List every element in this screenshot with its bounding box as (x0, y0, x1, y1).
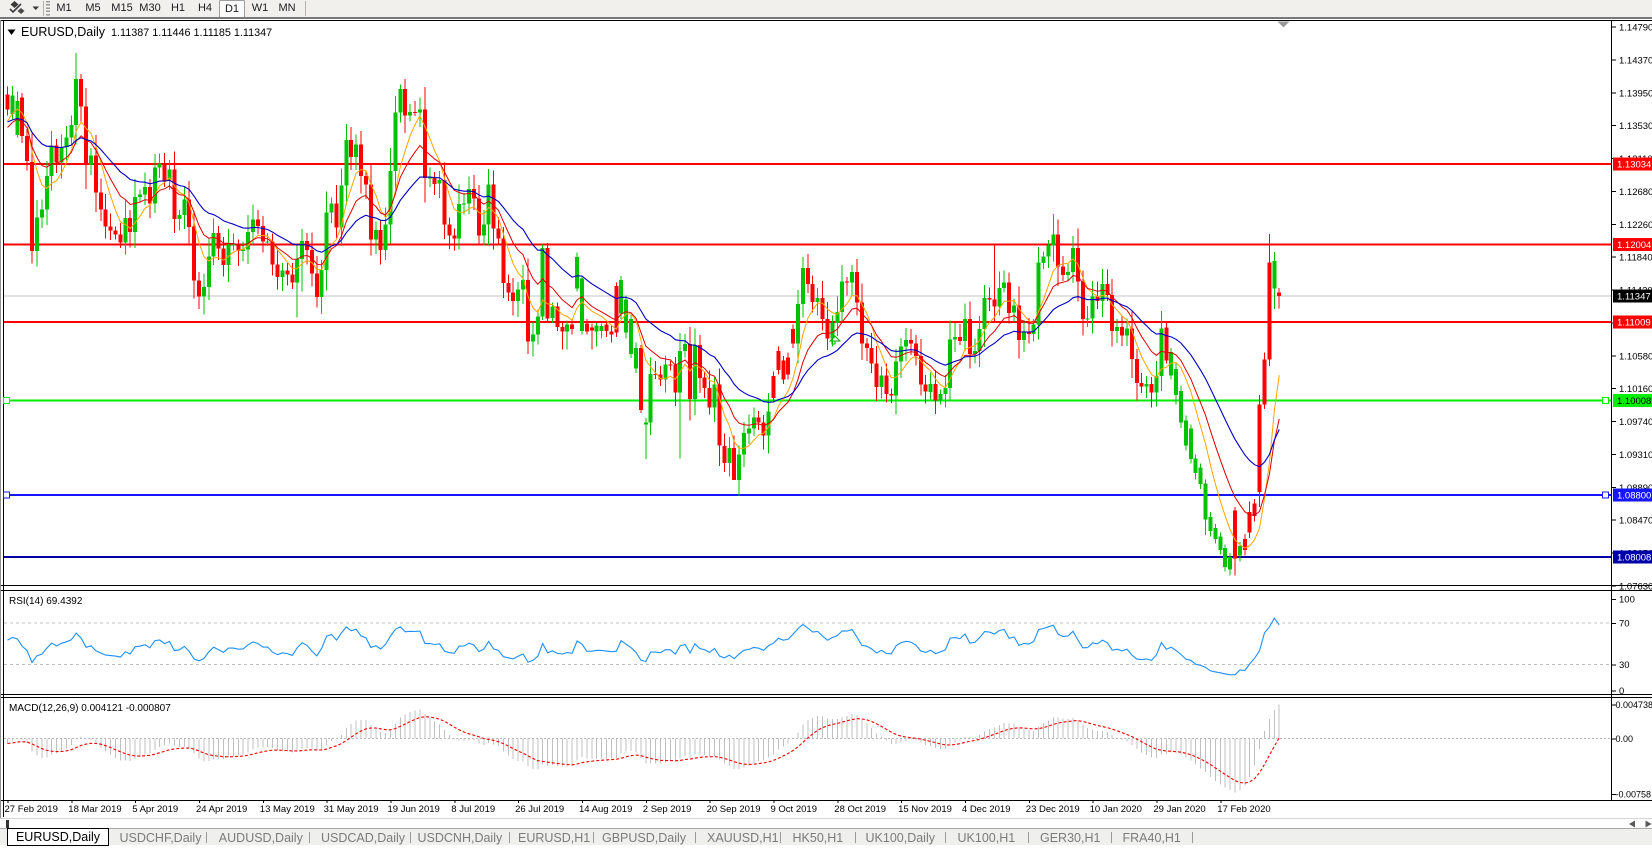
svg-text:15 Nov 2019: 15 Nov 2019 (898, 804, 952, 815)
svg-text:-0.00758: -0.00758 (1616, 790, 1652, 800)
svg-text:1.12260: 1.12260 (1619, 220, 1652, 231)
svg-text:20 Sep 2019: 20 Sep 2019 (707, 804, 761, 815)
svg-text:1.11347: 1.11347 (1617, 291, 1651, 302)
svg-text:1.12680: 1.12680 (1619, 187, 1652, 198)
svg-text:1.13034: 1.13034 (1617, 159, 1651, 170)
svg-text:1.14790: 1.14790 (1619, 23, 1652, 34)
svg-text:14 Aug 2019: 14 Aug 2019 (579, 804, 632, 815)
svg-text:8 Jul 2019: 8 Jul 2019 (451, 804, 495, 815)
svg-text:26 Jul 2019: 26 Jul 2019 (515, 804, 564, 815)
svg-text:0.004738: 0.004738 (1616, 700, 1652, 710)
svg-text:2 Sep 2019: 2 Sep 2019 (643, 804, 692, 815)
svg-text:4 Dec 2019: 4 Dec 2019 (962, 804, 1011, 815)
svg-text:19 Jun 2019: 19 Jun 2019 (388, 804, 440, 815)
svg-text:5 Apr 2019: 5 Apr 2019 (132, 804, 178, 815)
svg-text:1.12004: 1.12004 (1617, 240, 1651, 251)
svg-text:10 Jan 2020: 10 Jan 2020 (1090, 804, 1142, 815)
svg-text:1.07630: 1.07630 (1619, 582, 1652, 593)
svg-text:1.10580: 1.10580 (1619, 351, 1652, 362)
svg-text:1.09310: 1.09310 (1619, 450, 1652, 461)
svg-text:27 Feb 2019: 27 Feb 2019 (5, 804, 58, 815)
svg-text:1.10160: 1.10160 (1619, 384, 1652, 395)
svg-text:31 May 2019: 31 May 2019 (324, 804, 379, 815)
svg-text:1.08008: 1.08008 (1617, 553, 1651, 564)
svg-text:1.14370: 1.14370 (1619, 55, 1652, 66)
svg-text:13 May 2019: 13 May 2019 (260, 804, 315, 815)
svg-text:30: 30 (1619, 660, 1630, 671)
svg-text:1.11840: 1.11840 (1619, 253, 1652, 264)
svg-text:9 Oct 2019: 9 Oct 2019 (771, 804, 817, 815)
svg-text:23 Dec 2019: 23 Dec 2019 (1026, 804, 1080, 815)
svg-text:18 Mar 2019: 18 Mar 2019 (68, 804, 121, 815)
svg-text:1.08470: 1.08470 (1619, 516, 1652, 527)
svg-text:1.09740: 1.09740 (1619, 417, 1652, 428)
svg-text:100: 100 (1619, 595, 1635, 606)
svg-text:24 Apr 2019: 24 Apr 2019 (196, 804, 247, 815)
svg-text:1.11009: 1.11009 (1617, 318, 1651, 329)
svg-text:MACD(12,26,9) 0.004121 -0.0008: MACD(12,26,9) 0.004121 -0.000807 (9, 703, 171, 714)
svg-text:1.10008: 1.10008 (1617, 396, 1651, 407)
svg-text:0.00: 0.00 (1616, 734, 1634, 744)
svg-text:1.08800: 1.08800 (1617, 491, 1651, 502)
svg-text:28 Oct 2019: 28 Oct 2019 (834, 804, 886, 815)
svg-text:RSI(14) 69.4392: RSI(14) 69.4392 (9, 596, 83, 607)
svg-text:1.13530: 1.13530 (1619, 121, 1652, 132)
svg-text:29 Jan 2020: 29 Jan 2020 (1153, 804, 1205, 815)
svg-text:17 Feb 2020: 17 Feb 2020 (1217, 804, 1270, 815)
svg-text:0: 0 (1619, 686, 1624, 697)
svg-text:70: 70 (1619, 618, 1630, 629)
svg-text:1.13950: 1.13950 (1619, 88, 1652, 99)
